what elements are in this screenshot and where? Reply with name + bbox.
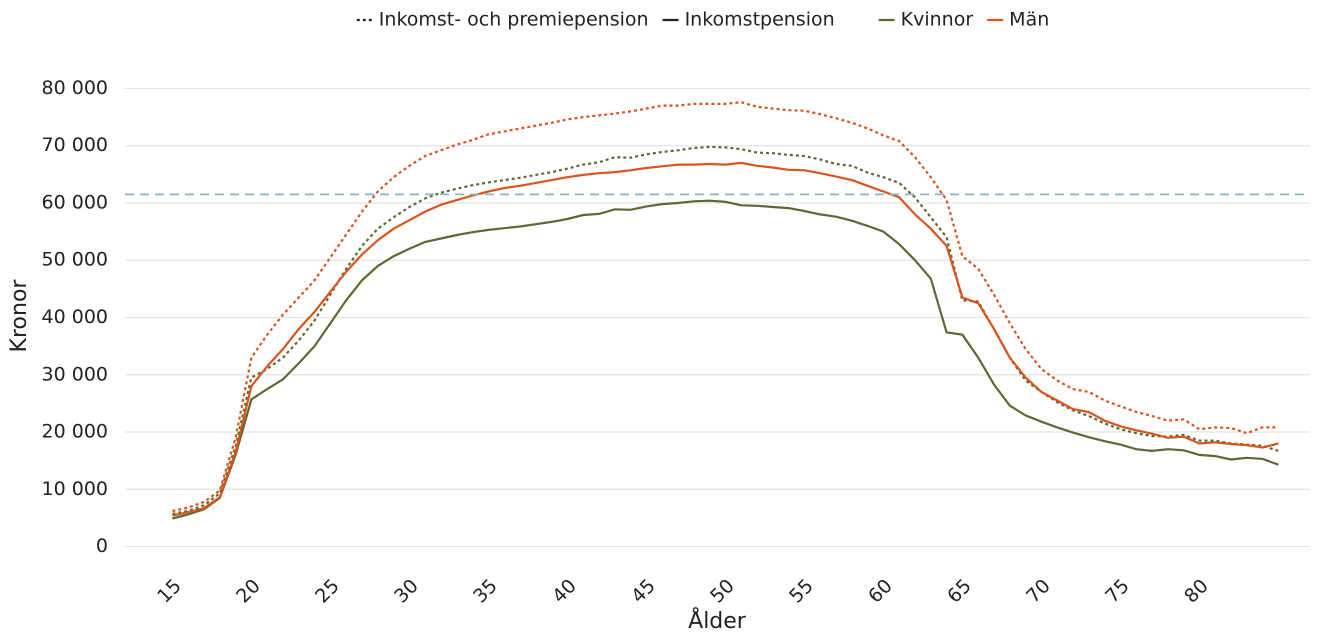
x-tick-label: 60 [864,575,897,608]
y-axis-title: Kronor [7,279,32,353]
x-tick-label: 65 [943,575,976,608]
x-tick-label: 70 [1022,575,1055,608]
legend-label: Kvinnor [901,9,974,31]
y-tick-label: 70 000 [42,134,108,156]
x-tick-label: 25 [311,575,344,608]
y-tick-label: 20 000 [42,421,108,443]
x-tick-label: 55 [785,575,818,608]
y-tick-label: 30 000 [42,363,108,385]
x-tick-label: 35 [469,575,502,608]
series-line [172,161,1279,517]
y-tick-label: 50 000 [42,249,108,271]
y-tick-label: 10 000 [42,478,108,500]
legend-label: Män [1009,9,1049,31]
x-tick-label: 50 [706,575,739,608]
x-tick-label: 80 [1180,575,1213,608]
x-tick-label: 40 [548,575,581,608]
series-line [172,199,1279,520]
series-line [172,145,1279,515]
legend-label: Inkomst- och premiepension [379,9,649,31]
y-tick-label: 60 000 [42,191,108,213]
legend: Inkomst- och premiepension Inkomstpension… [356,9,1049,31]
series-line [172,101,1279,513]
x-tick-label: 75 [1101,575,1134,608]
y-tick-label: 40 000 [42,306,108,328]
x-tick-label: 15 [153,575,186,608]
x-axis-title: Ålder [688,607,747,634]
legend-label: Inkomstpension [685,9,835,31]
x-tick-label: 45 [627,575,660,608]
y-tick-label: 0 [96,535,108,557]
y-tick-label: 80 000 [42,77,108,99]
x-tick-label: 30 [390,575,423,608]
x-tick-label: 20 [232,575,265,608]
